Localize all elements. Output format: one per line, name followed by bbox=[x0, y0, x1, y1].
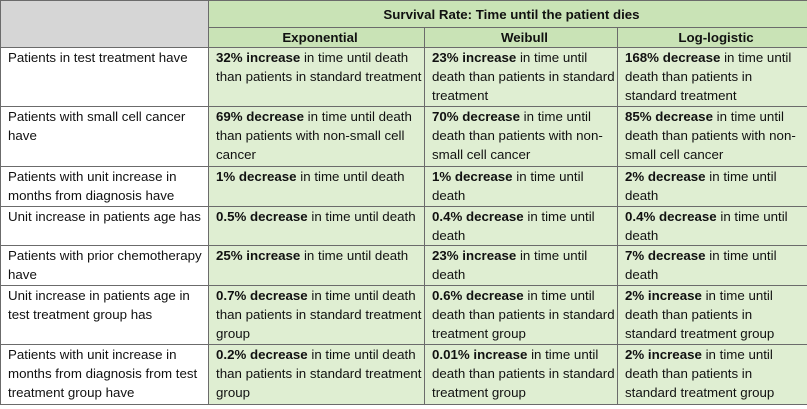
cell-exponential: 25% increase in time until death bbox=[208, 245, 425, 286]
cell-exponential: 69% decrease in time until death than pa… bbox=[208, 106, 425, 167]
cell-value: 85% decrease bbox=[625, 109, 713, 124]
table-row: Patients in test treatment have 32% incr… bbox=[0, 47, 807, 107]
cell-value: 25% increase bbox=[216, 248, 301, 263]
column-header-row: Exponential Weibull Log-logistic bbox=[1, 27, 807, 48]
cell-text: in time until death than patients with n… bbox=[625, 109, 796, 162]
cell-text: in time until death bbox=[432, 248, 588, 282]
cell-value: 0.7% decrease bbox=[216, 288, 308, 303]
cell-exponential: 0.5% decrease in time until death bbox=[208, 206, 425, 246]
cell-text: in time until death than patients with n… bbox=[216, 109, 412, 162]
corner-cell bbox=[0, 0, 209, 48]
cell-log-logistic: 2% increase in time until death than pat… bbox=[616, 285, 807, 345]
cell-value: 70% decrease bbox=[432, 109, 520, 124]
cell-exponential: 1% decrease in time until death bbox=[208, 166, 425, 207]
cell-weibull: 23% increase in time until death than pa… bbox=[424, 47, 618, 107]
super-header-row: Survival Rate: Time until the patient di… bbox=[0, 0, 807, 48]
cell-log-logistic: 85% decrease in time until death than pa… bbox=[616, 106, 807, 167]
cell-exponential: 32% increase in time until death than pa… bbox=[208, 47, 425, 107]
cell-text: in time until death than patients in sta… bbox=[432, 50, 615, 103]
cell-value: 0.5% decrease bbox=[216, 209, 308, 224]
row-label: Patients in test treatment have bbox=[0, 47, 209, 107]
cell-log-logistic: 2% increase in time until death than pat… bbox=[616, 344, 807, 405]
cell-text: in time until death than patients in sta… bbox=[625, 288, 775, 341]
row-label: Unit increase in patients age in test tr… bbox=[0, 285, 209, 345]
column-header-exponential: Exponential bbox=[208, 27, 425, 48]
cell-text: in time until death bbox=[300, 248, 409, 263]
cell-value: 32% increase bbox=[216, 50, 301, 65]
column-header-weibull: Weibull bbox=[424, 27, 618, 48]
cell-value: 2% increase bbox=[625, 288, 702, 303]
cell-weibull: 0.4% decrease in time until death bbox=[424, 206, 618, 246]
cell-value: 0.4% decrease bbox=[625, 209, 717, 224]
table-row: Unit increase in patients age in test tr… bbox=[0, 285, 807, 345]
cell-text: in time until death than patients in sta… bbox=[216, 50, 422, 84]
cell-text: in time until death bbox=[625, 209, 788, 243]
cell-text: in time until death than patients in sta… bbox=[216, 347, 422, 400]
cell-value: 0.2% decrease bbox=[216, 347, 308, 362]
cell-value: 2% decrease bbox=[625, 169, 706, 184]
cell-weibull: 0.01% increase in time until death than … bbox=[424, 344, 618, 405]
row-label: Patients with small cell cancer have bbox=[0, 106, 209, 167]
super-header: Survival Rate: Time until the patient di… bbox=[207, 0, 807, 28]
cell-exponential: 0.7% decrease in time until death than p… bbox=[208, 285, 425, 345]
row-label: Unit increase in patients age has bbox=[0, 206, 209, 246]
cell-text: in time until death bbox=[625, 169, 777, 203]
cell-value: 23% increase bbox=[432, 50, 517, 65]
cell-text: in time until death than patients with n… bbox=[432, 109, 603, 162]
cell-text: in time until death bbox=[296, 169, 405, 184]
cell-value: 1% decrease bbox=[432, 169, 513, 184]
cell-weibull: 0.6% decrease in time until death than p… bbox=[424, 285, 618, 345]
cell-weibull: 23% increase in time until death bbox=[424, 245, 618, 286]
table-row: Patients with prior chemotherapy have 25… bbox=[0, 245, 807, 286]
table-row: Patients with unit increase in months fr… bbox=[0, 344, 807, 405]
cell-text: in time until death bbox=[432, 209, 595, 243]
cell-text: in time until death bbox=[625, 248, 777, 282]
cell-log-logistic: 7% decrease in time until death bbox=[616, 245, 807, 286]
row-label: Patients with unit increase in months fr… bbox=[0, 344, 209, 405]
cell-text: in time until death than patients in sta… bbox=[625, 347, 775, 400]
column-header-log-logistic: Log-logistic bbox=[616, 27, 807, 48]
cell-weibull: 1% decrease in time until death bbox=[424, 166, 618, 207]
cell-value: 23% increase bbox=[432, 248, 517, 263]
cell-text: in time until death than patients in sta… bbox=[216, 288, 422, 341]
cell-value: 2% increase bbox=[625, 347, 702, 362]
cell-exponential: 0.2% decrease in time until death than p… bbox=[208, 344, 425, 405]
table-row: Unit increase in patients age has 0.5% d… bbox=[0, 206, 807, 246]
cell-value: 0.01% increase bbox=[432, 347, 528, 362]
cell-value: 7% decrease bbox=[625, 248, 706, 263]
row-label: Patients with unit increase in months fr… bbox=[0, 166, 209, 207]
table-row: Patients with small cell cancer have 69%… bbox=[0, 106, 807, 167]
cell-value: 0.6% decrease bbox=[432, 288, 524, 303]
cell-log-logistic: 2% decrease in time until death bbox=[616, 166, 807, 207]
row-label: Patients with prior chemotherapy have bbox=[0, 245, 209, 286]
cell-log-logistic: 0.4% decrease in time until death bbox=[616, 206, 807, 246]
cell-text: in time until death bbox=[307, 209, 416, 224]
cell-value: 69% decrease bbox=[216, 109, 304, 124]
cell-text: in time until death than patients in sta… bbox=[432, 347, 615, 400]
cell-text: in time until death than patients in sta… bbox=[625, 50, 792, 103]
table-row: Patients with unit increase in months fr… bbox=[0, 166, 807, 207]
cell-value: 1% decrease bbox=[216, 169, 297, 184]
cell-text: in time until death bbox=[432, 169, 584, 203]
cell-value: 0.4% decrease bbox=[432, 209, 524, 224]
cell-weibull: 70% decrease in time until death than pa… bbox=[424, 106, 618, 167]
cell-value: 168% decrease bbox=[625, 50, 721, 65]
cell-text: in time until death than patients in sta… bbox=[432, 288, 615, 341]
cell-log-logistic: 168% decrease in time until death than p… bbox=[616, 47, 807, 107]
